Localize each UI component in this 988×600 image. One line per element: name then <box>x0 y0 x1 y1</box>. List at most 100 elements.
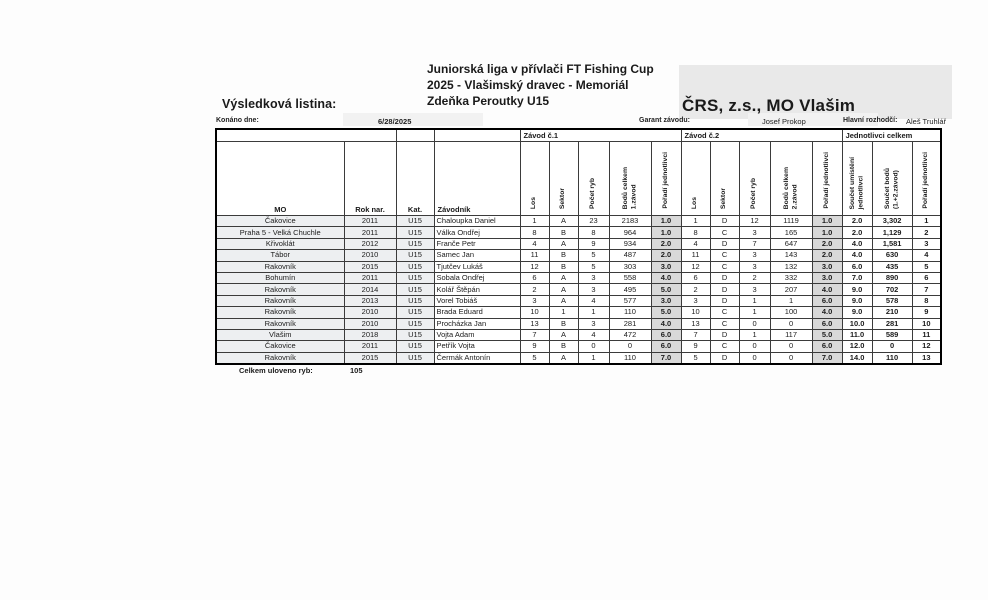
column-header-row: MO Rok nar. Kat. Závodník Los Sektor Počet ryb… <box>215 141 942 216</box>
rotated-column-label: Pořadí jednotlivci <box>822 152 830 209</box>
result-cell: 14.0 <box>841 351 873 365</box>
total-fish-label: Celkem uloveno ryb: <box>239 366 313 375</box>
result-row: Rakovník 2015 U15 Tjutčev Lukáš 12 B 5 303 3.0 12… <box>215 260 942 273</box>
result-cell: 0 <box>871 340 913 353</box>
result-cell: 2010 <box>343 306 397 319</box>
result-cell: 0 <box>608 340 652 353</box>
result-cell: 1 <box>680 214 711 228</box>
column-header: Počet ryb <box>738 141 771 216</box>
result-cell: 702 <box>871 283 913 296</box>
result-cell: 117 <box>769 328 813 342</box>
result-cell: B <box>548 260 579 273</box>
column-header: Součet umístění jednotlivci <box>841 141 873 216</box>
result-cell: 3,302 <box>871 214 913 228</box>
result-cell: 6 <box>519 271 550 285</box>
result-cell: 132 <box>769 260 813 273</box>
result-cell: 578 <box>871 294 913 308</box>
result-cell: 0 <box>769 340 813 353</box>
rotated-column-label: Los <box>691 196 699 209</box>
rotated-column-label: Bodů celkem 2.závod <box>782 166 799 209</box>
result-cell: U15 <box>395 328 435 342</box>
event-title: Juniorská liga v přívlači FT Fishing Cup… <box>427 62 654 108</box>
result-cell: 7 <box>680 328 711 342</box>
total-fish-value: 105 <box>350 366 363 375</box>
result-cell: 0 <box>738 340 771 353</box>
result-row: Rakovník 2015 U15 Čermák Antonín 5 A 1 110 7.0 5 D… <box>215 351 942 365</box>
result-cell: 1,581 <box>871 237 913 251</box>
result-cell: 110 <box>608 351 652 365</box>
result-cell: C <box>709 226 740 239</box>
result-cell: U15 <box>395 249 435 262</box>
result-cell: Procházka Jan <box>433 317 521 330</box>
result-cell: 303 <box>608 260 652 273</box>
rotated-column-label: Součet umístění jednotlivci <box>848 156 865 210</box>
group-header-cell: Závod č.1 <box>519 128 682 142</box>
result-cell: 1 <box>738 294 771 308</box>
column-header: Bodů celkem 1.závod <box>608 141 652 216</box>
result-cell: Čakovice <box>215 340 345 353</box>
group-header-cell: Závod č.2 <box>680 128 843 142</box>
result-cell: 2.0 <box>841 226 873 239</box>
group-header-row: Závod č.1 Závod č.2 Jednotlivci celkem <box>215 128 942 142</box>
column-header: Bodů celkem 2.závod <box>769 141 813 216</box>
column-header: Los <box>680 141 711 216</box>
result-cell: 100 <box>769 306 813 319</box>
held-on-label: Konáno dne: <box>216 117 259 124</box>
result-cell: 6 <box>680 271 711 285</box>
result-cell: Brada Eduard <box>433 306 521 319</box>
result-cell: 9 <box>519 340 550 353</box>
result-cell: 2011 <box>343 226 397 239</box>
result-cell: 2.0 <box>650 249 682 262</box>
result-cell: C <box>709 340 740 353</box>
result-cell: Franče Petr <box>433 237 521 251</box>
result-cell: 934 <box>608 237 652 251</box>
result-row: Čakovice 2011 U15 Petřík Vojta 9 B 0 0 6.0 9 C 0 0 6.… <box>215 340 942 353</box>
result-cell: U15 <box>395 283 435 296</box>
result-cell: D <box>709 351 740 365</box>
result-cell: 2183 <box>608 214 652 228</box>
result-cell: 12 <box>911 340 942 353</box>
guarantor-label: Garant závodu: <box>639 117 690 124</box>
result-cell: 12 <box>519 260 550 273</box>
result-cell: 3.0 <box>650 260 682 273</box>
column-header: Pořadí jednotlivci <box>650 141 682 216</box>
result-cell: 2.0 <box>811 237 843 251</box>
rotated-column-label: Počet ryb <box>750 178 758 209</box>
result-cell: 1 <box>577 306 610 319</box>
result-cell: 487 <box>608 249 652 262</box>
result-row: Rakovník 2013 U15 Vorel Tobiáš 3 A 4 577 3.0 3 D 1 1… <box>215 294 942 308</box>
result-cell: 3 <box>577 271 610 285</box>
rotated-column-label: Pořadí jednotlivci <box>661 152 669 209</box>
result-cell: 281 <box>871 317 913 330</box>
result-cell: 3.0 <box>811 260 843 273</box>
result-cell: B <box>548 249 579 262</box>
rotated-column-label: Počet ryb <box>589 178 597 209</box>
scan-shadow-block <box>679 65 952 119</box>
result-row: Rakovník 2010 U15 Procházka Jan 13 B 3 281 4.0 13… <box>215 317 942 330</box>
rotated-column-label: Součet bodů (1.+2.závod) <box>883 167 900 209</box>
result-cell: 10 <box>911 317 942 330</box>
result-cell: D <box>709 294 740 308</box>
document-type-label: Výsledková listina: <box>222 97 337 111</box>
result-cell: D <box>709 237 740 251</box>
result-row: Vlašim 2018 U15 Vojta Adam 7 A 4 472 6.0 7 D 1 117 5.… <box>215 328 942 342</box>
result-cell: 13 <box>680 317 711 330</box>
result-cell: 1 <box>738 328 771 342</box>
column-header: Počet ryb <box>577 141 610 216</box>
result-cell: 5 <box>577 260 610 273</box>
result-cell: A <box>548 294 579 308</box>
result-cell: 12 <box>738 214 771 228</box>
result-cell: B <box>548 340 579 353</box>
result-cell: 6.0 <box>650 340 682 353</box>
result-cell: 0 <box>738 317 771 330</box>
column-header: MO <box>215 141 345 216</box>
result-cell: 2 <box>680 283 711 296</box>
result-cell: 3 <box>577 317 610 330</box>
result-cell: 6.0 <box>811 294 843 308</box>
result-cell: 7.0 <box>650 351 682 365</box>
result-cell: 630 <box>871 249 913 262</box>
result-cell: C <box>709 317 740 330</box>
result-cell: 12 <box>680 260 711 273</box>
result-cell: Praha 5 - Velká Chuchle <box>215 226 345 239</box>
result-cell: D <box>709 283 740 296</box>
